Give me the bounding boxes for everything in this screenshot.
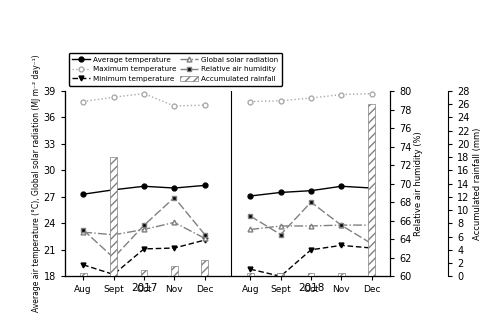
- Bar: [110, 157, 117, 276]
- Legend: Average temperature, Maximum temperature, Minimum temperature, Global solar radi: Average temperature, Maximum temperature…: [68, 53, 282, 85]
- Text: 2018: 2018: [298, 283, 324, 293]
- Y-axis label: Average air temperature (°C), Global solar radiation (MJ m⁻² day⁻¹): Average air temperature (°C), Global sol…: [32, 55, 40, 312]
- Bar: [247, 273, 254, 276]
- Y-axis label: Accumulated rainfall (mm): Accumulated rainfall (mm): [472, 127, 482, 240]
- Text: 2017: 2017: [131, 283, 157, 293]
- Bar: [308, 273, 314, 276]
- Bar: [140, 270, 147, 276]
- Bar: [278, 273, 284, 276]
- Bar: [202, 260, 208, 276]
- Bar: [338, 273, 344, 276]
- Y-axis label: Relative air humidity (%): Relative air humidity (%): [414, 131, 424, 236]
- Bar: [171, 266, 177, 276]
- Bar: [368, 104, 375, 276]
- Bar: [80, 273, 86, 276]
